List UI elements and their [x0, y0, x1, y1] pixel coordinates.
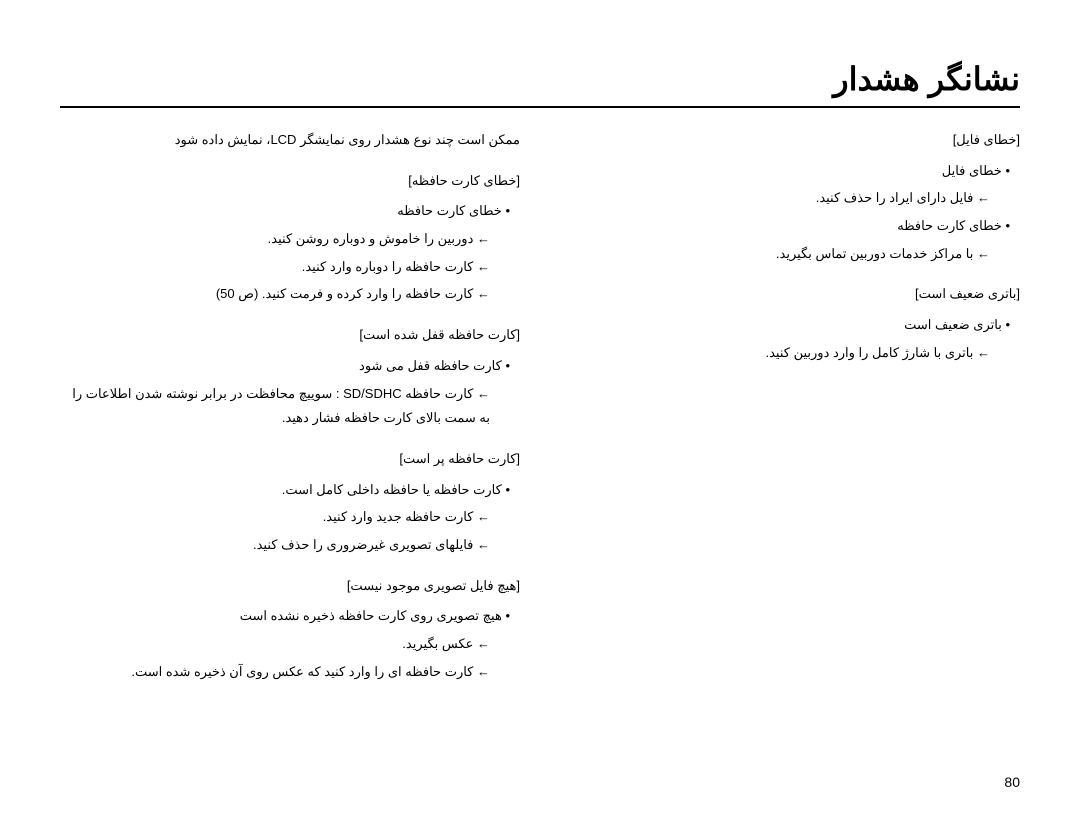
- bullet-text: کارت حافظه یا حافظه داخلی کامل است.: [282, 482, 502, 497]
- sub-text: فایلهای تصویری غیرضروری را حذف کنید.: [253, 537, 473, 552]
- section-header: [خطای فایل]: [560, 128, 1020, 153]
- sub-text: عکس بگیرید.: [402, 636, 473, 651]
- page-number: 80: [1004, 774, 1020, 790]
- section-header: [باتری ضعیف است]: [560, 282, 1020, 307]
- section-header: [خطای کارت حافظه]: [60, 169, 520, 194]
- sub-item: ← با مراکز خدمات دوربین تماس بگیرید.: [560, 242, 990, 267]
- content-columns: ممکن است چند نوع هشدار روی نمایشگر LCD، …: [60, 128, 1020, 687]
- bullet-text: باتری ضعیف است: [904, 317, 1002, 332]
- sub-item: ← باتری با شارژ کامل را وارد دوربین کنید…: [560, 341, 990, 366]
- sub-text: کارت حافظه جدید وارد کنید.: [323, 509, 474, 524]
- sub-item: ← عکس بگیرید.: [60, 632, 490, 657]
- bullet-item: • کارت حافظه یا حافظه داخلی کامل است.: [60, 478, 510, 503]
- bullet-item: • خطای فایل: [560, 159, 1010, 184]
- bullet-item: • هیچ تصویری روی کارت حافظه ذخیره نشده ا…: [60, 604, 510, 629]
- sub-text: کارت حافظه را دوباره وارد کنید.: [302, 259, 474, 274]
- sub-item: ← دوربین را خاموش و دوباره روشن کنید.: [60, 227, 490, 252]
- right-column: ممکن است چند نوع هشدار روی نمایشگر LCD، …: [60, 128, 520, 687]
- left-column: [خطای فایل] • خطای فایل ← فایل دارای ایر…: [560, 128, 1020, 687]
- bullet-item: • کارت حافظه قفل می شود: [60, 354, 510, 379]
- bullet-item: • خطای کارت حافظه: [560, 214, 1010, 239]
- bullet-text: هیچ تصویری روی کارت حافظه ذخیره نشده است: [240, 608, 502, 623]
- section-header: [کارت حافظه پر است]: [60, 447, 520, 472]
- bullet-item: • باتری ضعیف است: [560, 313, 1010, 338]
- sub-item: ← فایلهای تصویری غیرضروری را حذف کنید.: [60, 533, 490, 558]
- sub-item: ← فایل دارای ایراد را حذف کنید.: [560, 186, 990, 211]
- sub-item: ← کارت حافظه را دوباره وارد کنید.: [60, 255, 490, 280]
- sub-text: باتری با شارژ کامل را وارد دوربین کنید.: [766, 345, 974, 360]
- sub-item: ← کارت حافظه SD/SDHC : سوییچ محافظت در ب…: [60, 382, 490, 431]
- bullet-text: خطای فایل: [942, 163, 1002, 178]
- intro-text: ممکن است چند نوع هشدار روی نمایشگر LCD، …: [60, 128, 520, 153]
- sub-text: کارت حافظه را وارد کرده و فرمت کنید. (ص …: [216, 286, 474, 301]
- bullet-text: خطای کارت حافظه: [397, 203, 502, 218]
- page-title: نشانگر هشدار: [60, 60, 1020, 108]
- sub-text: کارت حافظه SD/SDHC : سوییچ محافظت در برا…: [72, 386, 490, 426]
- section-header: [هیچ فایل تصویری موجود نیست]: [60, 574, 520, 599]
- sub-text: فایل دارای ایراد را حذف کنید.: [816, 190, 974, 205]
- sub-text: دوربین را خاموش و دوباره روشن کنید.: [268, 231, 474, 246]
- bullet-text: کارت حافظه قفل می شود: [359, 358, 502, 373]
- section-header: [کارت حافظه قفل شده است]: [60, 323, 520, 348]
- sub-item: ← کارت حافظه را وارد کرده و فرمت کنید. (…: [60, 282, 490, 307]
- sub-item: ← کارت حافظه جدید وارد کنید.: [60, 505, 490, 530]
- bullet-text: خطای کارت حافظه: [897, 218, 1002, 233]
- sub-item: ← کارت حافظه ای را وارد کنید که عکس روی …: [60, 660, 490, 685]
- sub-text: کارت حافظه ای را وارد کنید که عکس روی آن…: [131, 664, 473, 679]
- sub-text: با مراکز خدمات دوربین تماس بگیرید.: [776, 246, 973, 261]
- bullet-item: • خطای کارت حافظه: [60, 199, 510, 224]
